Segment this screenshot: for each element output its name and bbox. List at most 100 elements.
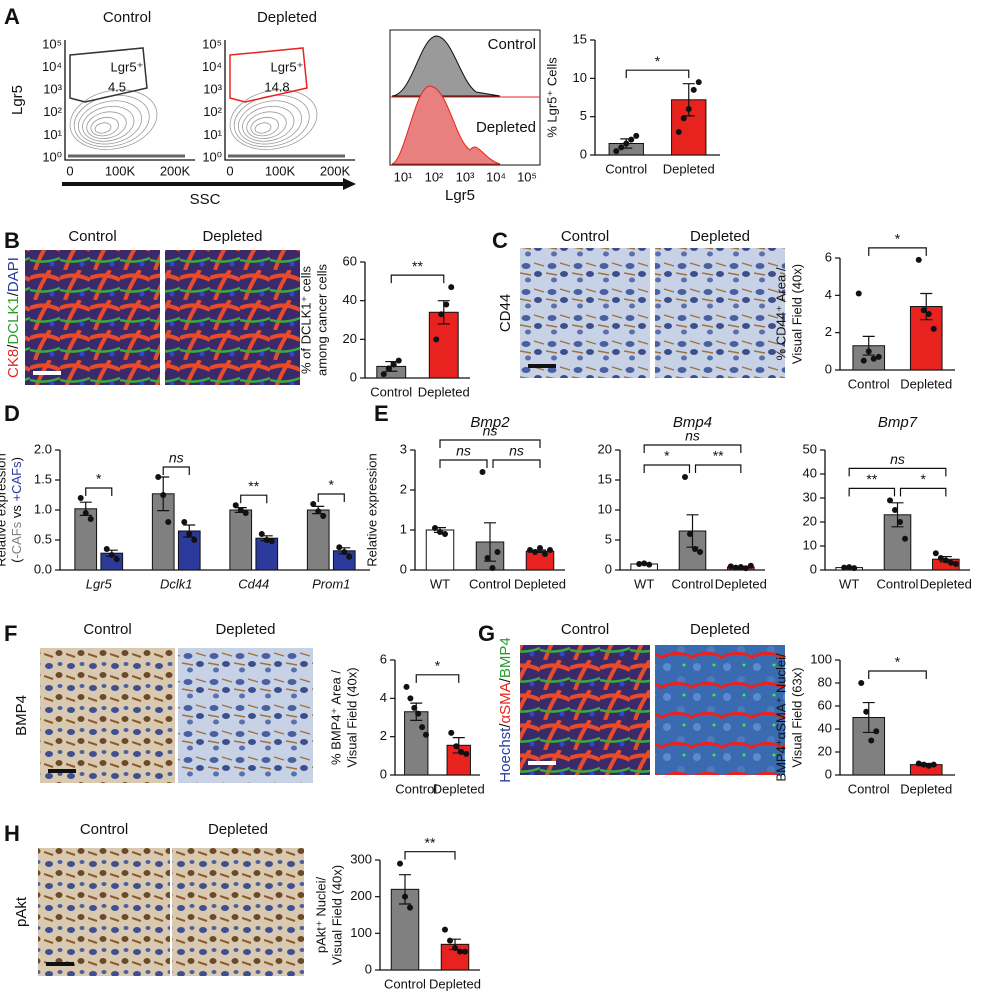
significance-bracket	[848, 487, 896, 497]
x-tick-label: Depleted	[418, 384, 470, 399]
data-point	[932, 550, 939, 557]
x-tick-label: Depleted	[920, 576, 972, 591]
data-point	[160, 492, 167, 498]
scale-bar	[46, 962, 74, 966]
stain-part: CD44	[497, 294, 514, 332]
y-axis-label: Lgr5	[9, 85, 26, 115]
panel-label: H	[4, 821, 20, 846]
contour	[250, 116, 279, 137]
data-point	[855, 290, 862, 297]
significance-label: ns	[890, 451, 905, 467]
micrograph	[40, 648, 175, 783]
y-tick-label: 0	[605, 561, 612, 576]
micrograph	[655, 248, 785, 378]
y-tick-label: 0	[365, 961, 372, 976]
data-point	[851, 565, 858, 572]
data-point	[952, 561, 959, 567]
y-tick-label: 1	[400, 521, 407, 536]
data-point	[947, 559, 954, 566]
stain-label: CD44	[497, 294, 514, 332]
data-point	[103, 546, 110, 552]
data-point	[695, 79, 702, 86]
stain-part: DAPI	[5, 257, 22, 292]
data-point	[542, 551, 548, 557]
image-title: Depleted	[690, 228, 750, 245]
error-bar	[862, 701, 875, 734]
data-point	[268, 538, 275, 545]
data-point	[402, 893, 408, 900]
y-tick-label: 0.0	[34, 561, 52, 576]
significance-bracket	[162, 466, 190, 475]
data-point	[484, 555, 491, 561]
x-tick-label: Depleted	[433, 781, 485, 796]
data-point	[690, 86, 697, 93]
stain-label: Hoechst/αSMA/BMP4	[497, 637, 514, 782]
data-point	[537, 545, 543, 551]
data-point	[433, 336, 440, 343]
stain-part: pAkt	[13, 896, 30, 927]
data-point	[463, 750, 470, 757]
histogram	[391, 85, 501, 165]
data-point	[443, 301, 450, 308]
data-point	[380, 371, 387, 378]
data-point	[494, 549, 501, 555]
data-point	[237, 507, 244, 513]
x-tick-label: Control	[605, 161, 647, 176]
significance-label: ns	[169, 450, 184, 466]
data-point	[403, 683, 410, 690]
significance-label: *	[96, 471, 102, 487]
data-point	[860, 357, 867, 364]
significance-bracket	[694, 464, 742, 473]
chart-title: Bmp2	[470, 414, 510, 431]
data-point	[442, 531, 448, 537]
stain-part: /	[497, 723, 514, 728]
data-point	[438, 311, 445, 318]
x-tick-label: WT	[430, 576, 450, 591]
panel-label: G	[478, 621, 495, 646]
contour	[86, 111, 127, 139]
significance-label: *	[329, 477, 335, 493]
gate-label: Lgr5⁺	[111, 59, 144, 74]
panel-label: E	[374, 401, 389, 426]
plot-title: Control	[103, 9, 151, 26]
data-point	[747, 562, 754, 569]
x-tick-label: Control	[848, 376, 890, 391]
scale-bar	[48, 769, 76, 773]
x-axis-label: Lgr5	[445, 187, 475, 204]
significance-bracket	[868, 247, 927, 256]
significance-bracket	[625, 69, 690, 79]
image-title: Depleted	[202, 228, 262, 245]
x-tick-label: 100K	[265, 163, 296, 178]
x-tick-label: Control	[469, 576, 511, 591]
y-tick-label: 20	[818, 743, 832, 758]
y-tick-label: 3	[400, 441, 407, 456]
data-point	[873, 728, 880, 735]
y-axis-label: Visual Field (40x)	[789, 264, 804, 364]
stain-part: BMP4	[13, 695, 30, 736]
data-point	[687, 531, 693, 537]
data-point	[442, 926, 448, 933]
y-tick-label: 10	[598, 501, 612, 516]
legend-text: (	[9, 558, 24, 563]
x-tick-label: Depleted	[900, 781, 952, 796]
data-point	[242, 510, 249, 516]
significance-label: **	[412, 258, 423, 274]
y-axis-label: % BMP4⁺ Area /	[328, 670, 343, 765]
panel-label: D	[4, 401, 20, 426]
data-point	[310, 501, 317, 507]
image-title: Control	[561, 621, 609, 638]
significance-bracket	[390, 274, 445, 284]
x-tick-label: Depleted	[429, 976, 481, 991]
data-point	[397, 860, 403, 867]
data-point	[865, 348, 872, 355]
y-tick-label: 10⁴	[202, 59, 222, 74]
y-tick-label: 0	[825, 361, 832, 376]
data-point	[390, 361, 397, 368]
data-point	[682, 474, 688, 480]
significance-label: *	[435, 658, 441, 674]
legend-entry: +CAFs	[9, 461, 24, 502]
data-point	[920, 761, 927, 768]
data-point	[846, 564, 853, 571]
significance-label: **	[425, 834, 436, 850]
bar	[404, 711, 429, 776]
